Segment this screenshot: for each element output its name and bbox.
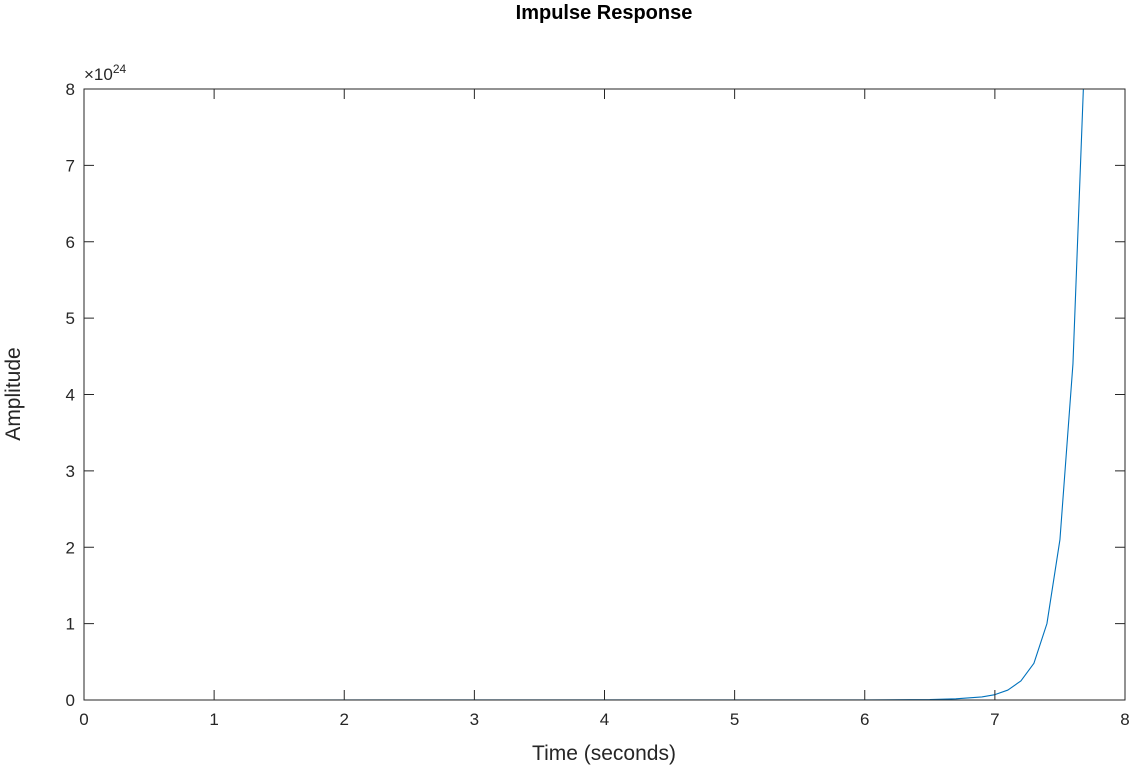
y-exponent-base: ×10 — [84, 65, 113, 84]
y-tick-label: 4 — [66, 386, 75, 405]
x-tick-label: 7 — [990, 710, 999, 729]
plot-area — [84, 89, 1125, 700]
x-tick-label: 6 — [860, 710, 869, 729]
x-tick-label: 1 — [209, 710, 218, 729]
x-tick-label: 4 — [600, 710, 609, 729]
y-tick-label: 6 — [66, 233, 75, 252]
y-exponent-power: 24 — [113, 62, 127, 76]
y-tick-label: 5 — [66, 309, 75, 328]
axes-box — [83, 88, 1126, 701]
y-axis-exponent: ×1024 — [84, 62, 127, 84]
y-tick-label: 3 — [66, 462, 75, 481]
y-tick-label: 0 — [66, 691, 75, 710]
x-tick-label: 8 — [1120, 710, 1129, 729]
y-axis-label: Amplitude — [2, 347, 25, 440]
x-tick-label: 5 — [730, 710, 739, 729]
x-tick-label: 0 — [79, 710, 88, 729]
x-axis-label: Time (seconds) — [532, 742, 676, 765]
chart-title: Impulse Response — [516, 2, 693, 24]
y-tick-label: 7 — [66, 156, 75, 175]
y-tick-label: 8 — [66, 80, 75, 99]
x-tick-label: 2 — [340, 710, 349, 729]
y-tick-label: 1 — [66, 615, 75, 634]
x-tick-label: 3 — [470, 710, 479, 729]
y-tick-label: 2 — [66, 538, 75, 557]
